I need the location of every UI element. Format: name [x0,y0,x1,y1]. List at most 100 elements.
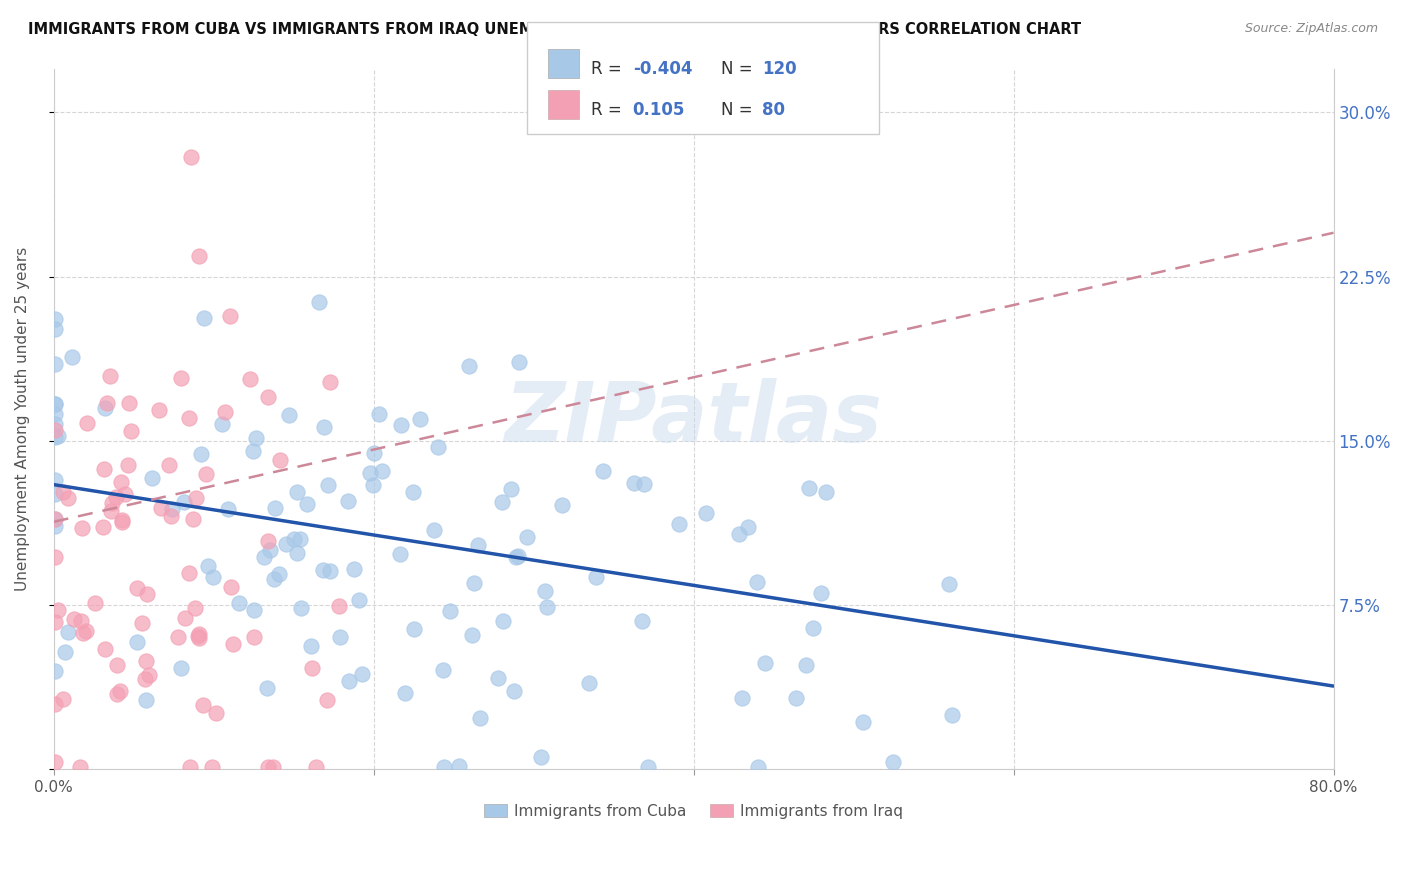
Point [491,495,513,509]
Point [578,675,600,690]
Point [551,498,574,512]
Point [243,603,266,617]
Point [44,357,66,371]
Point [801,622,824,636]
Point [44,417,66,431]
Point [695,506,717,520]
Point [737,520,759,534]
Point [427,440,450,454]
Point [439,604,461,618]
Point [402,622,425,636]
Point [503,684,526,698]
Point [193,311,215,326]
Point [135,693,157,707]
Point [259,542,281,557]
Point [301,661,323,675]
Point [814,485,837,500]
Point [170,370,193,384]
Point [534,583,557,598]
Point [141,470,163,484]
Point [70,614,93,628]
Point [127,635,149,649]
Point [60,350,83,364]
Point [134,672,156,686]
Point [337,494,360,508]
Point [941,707,963,722]
Point [56,491,79,506]
Point [243,630,266,644]
Point [179,566,201,581]
Point [797,481,820,495]
Point [637,760,659,774]
Point [492,615,515,629]
Point [262,760,284,774]
Point [785,691,807,706]
Point [269,567,291,582]
Point [316,693,339,707]
Point [219,580,242,594]
Point [44,311,66,326]
Point [191,698,214,712]
Point [181,511,204,525]
Point [319,375,342,389]
Point [44,512,66,526]
Point [288,533,311,547]
Point [170,661,193,675]
Point [105,658,128,673]
Point [460,628,482,642]
Point [388,547,411,561]
Point [278,409,301,423]
Point [217,502,239,516]
Point [44,615,66,630]
Point [467,538,489,552]
Point [516,530,538,544]
Point [91,519,114,533]
Point [349,592,371,607]
Text: IMMIGRANTS FROM CUBA VS IMMIGRANTS FROM IRAQ UNEMPLOYMENT AMONG YOUTH UNDER 25 Y: IMMIGRANTS FROM CUBA VS IMMIGRANTS FROM … [28,22,1081,37]
Point [111,513,134,527]
Point [389,418,412,433]
Point [882,755,904,769]
Text: Source: ZipAtlas.com: Source: ZipAtlas.com [1244,22,1378,36]
Point [274,537,297,551]
Point [98,369,121,384]
Point [84,596,107,610]
Point [257,390,280,404]
Point [179,410,201,425]
Point [343,562,366,576]
Point [264,500,287,515]
Point [727,526,749,541]
Point [585,570,607,584]
Point [44,423,66,437]
Point [160,502,183,516]
Point [447,759,470,773]
Point [359,467,381,481]
Point [329,630,352,644]
Point [44,755,66,769]
Point [72,626,94,640]
Point [125,581,148,595]
Point [228,596,250,610]
Legend: Immigrants from Cuba, Immigrants from Iraq: Immigrants from Cuba, Immigrants from Ir… [478,797,910,825]
Point [201,760,224,774]
Point [75,624,97,638]
Point [371,464,394,478]
Point [794,657,817,672]
Point [290,601,312,615]
Text: R =: R = [591,101,627,119]
Point [69,760,91,774]
Point [72,521,94,535]
Point [179,760,201,774]
Point [52,691,75,706]
Point [316,478,339,492]
Y-axis label: Unemployment Among Youth under 25 years: Unemployment Among Youth under 25 years [15,247,30,591]
Text: ZIPatlas: ZIPatlas [505,378,883,459]
Point [46,603,69,617]
Point [184,601,207,615]
Point [731,691,754,706]
Point [44,518,66,533]
Point [263,572,285,586]
Point [747,760,769,774]
Point [239,371,262,385]
Point [318,564,340,578]
